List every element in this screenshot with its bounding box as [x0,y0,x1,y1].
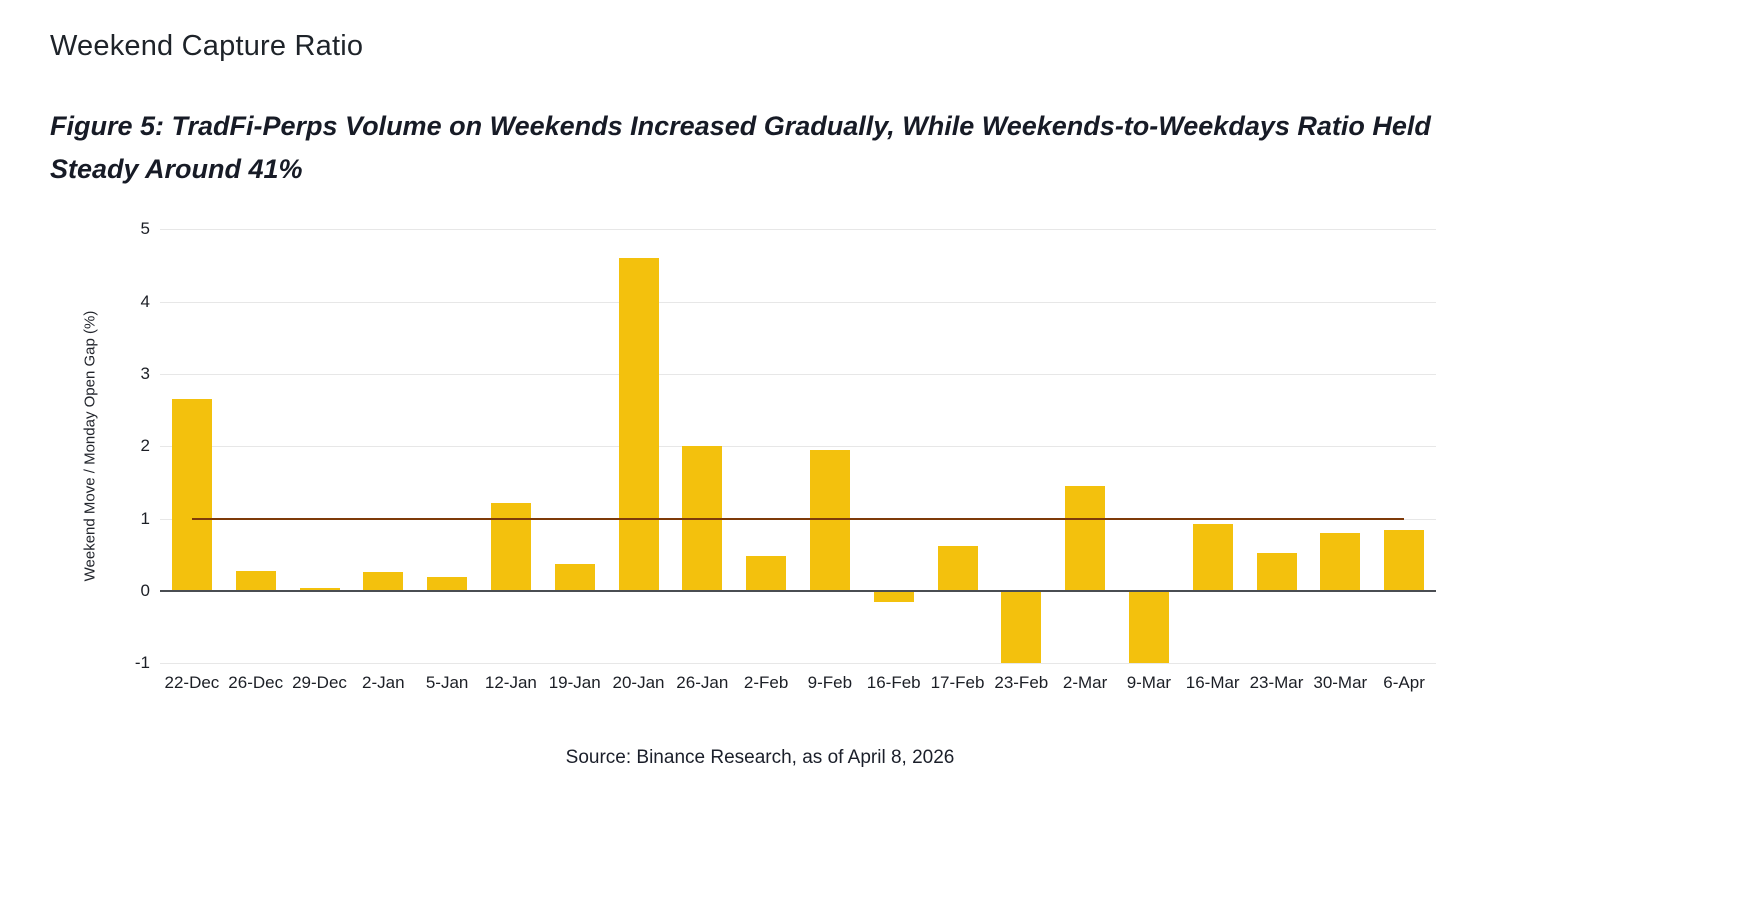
x-tick-label: 23-Mar [1249,673,1304,693]
bar-2-Mar [1065,486,1106,592]
bar-9-Feb [809,449,850,592]
x-tick-label: 19-Jan [548,673,601,693]
bar-23-Mar [1256,553,1297,592]
bar-9-Mar [1128,591,1169,664]
x-tick-label: 12-Jan [484,673,537,693]
bar-2-Feb [746,556,787,592]
x-tick-label: 26-Jan [676,673,729,693]
x-tick-label: 20-Jan [612,673,665,693]
bar-16-Mar [1192,523,1233,592]
bar-20-Jan [618,258,659,592]
weekend-capture-ratio-chart: Weekend Move / Monday Open Gap (%) -1 0 1 2… [50,219,1550,707]
gridline [160,446,1436,448]
x-tick-label: 9-Feb [807,673,853,693]
y-tick-label: -1 [134,653,150,673]
plot-area: -1 0 1 2 3 4 5 22-Dec 26-Dec 29-Dec 2-Jan 5-Jan 12-J… [135,219,1436,692]
x-tick-label: 30-Mar [1313,673,1368,693]
x-tick-label: 2-Mar [1062,673,1108,693]
y-tick-label: 5 [140,219,150,239]
bar-19-Jan [554,563,595,592]
x-tick-label: 23-Feb [994,673,1049,693]
y-tick-label: 3 [140,364,150,384]
bar-17-Feb [937,546,978,592]
bar-12-Jan [490,502,531,592]
bar-29-Dec [299,588,340,592]
gridline [160,374,1436,376]
bar-30-Mar [1320,533,1361,592]
figure-caption: Figure 5: TradFi-Perps Volume on Weekend… [50,111,1431,185]
source-note: Source: Binance Research, as of April 8,… [565,747,955,769]
bar-6-Apr [1384,529,1425,592]
gridline [160,229,1436,231]
reference-line [191,517,1405,520]
bar-26-Dec [235,570,276,592]
x-tick-label: 22-Dec [164,673,220,693]
zero-axis-line [160,590,1436,593]
x-tick-label: 26-Dec [228,673,284,693]
x-tick-label: 2-Jan [362,673,405,693]
x-tick-label: 5-Jan [425,673,469,693]
y-tick-label: 4 [140,291,150,311]
x-tick-label: 16-Mar [1185,673,1240,693]
bar-16-Feb [873,591,914,602]
y-tick-label: 2 [140,436,150,456]
x-tick-label: 6-Apr [1383,673,1425,693]
page-title: Weekend Capture Ratio [50,30,364,62]
bar-5-Jan [427,576,468,592]
bar-2-Jan [363,572,404,592]
y-tick-label: 1 [140,508,150,528]
x-tick-label: 29-Dec [292,673,347,693]
x-tick-label: 16-Feb [866,673,921,693]
x-tick-label: 9-Mar [1126,673,1172,693]
gridline [160,663,1436,665]
x-tick-label: 2-Feb [743,673,789,693]
y-axis-title: Weekend Move / Monday Open Gap (%) [81,311,99,582]
bar-22-Dec [171,399,212,592]
x-tick-label: 17-Feb [930,673,985,693]
gridline [160,301,1436,303]
bar-23-Feb [1001,591,1042,664]
y-tick-label: 0 [140,581,150,601]
